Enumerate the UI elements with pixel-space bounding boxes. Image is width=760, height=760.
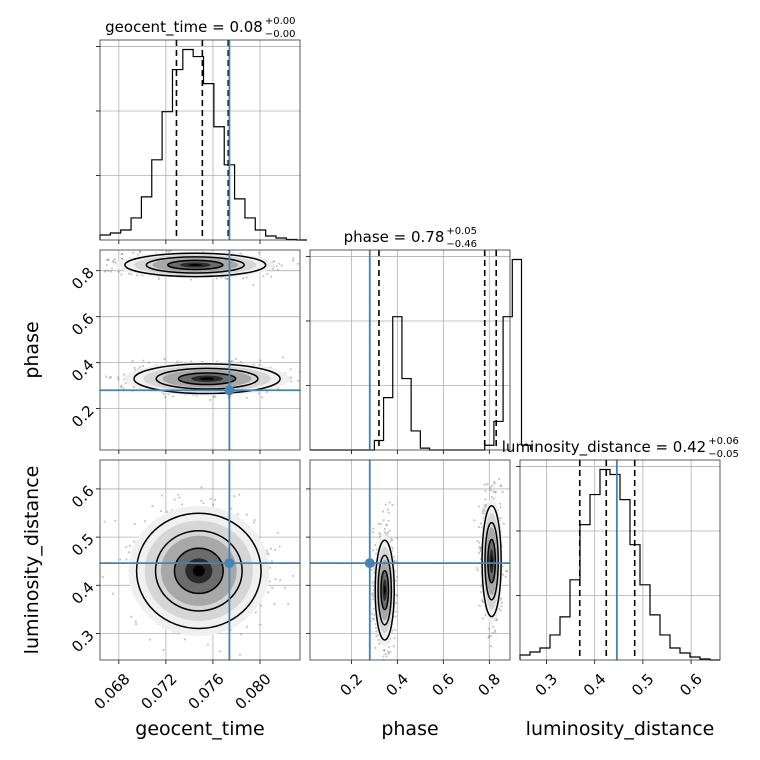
- y-tick-label: 0.6: [68, 310, 98, 340]
- contour-line: [133, 363, 281, 395]
- x-tick-label: 0.068: [90, 670, 133, 713]
- panel-title-plus: +0.06: [708, 436, 739, 447]
- contour-line: [374, 539, 395, 641]
- panel-title-minus: −0.00: [265, 29, 296, 40]
- contour-line: [380, 569, 390, 611]
- y-tick-label: 0.8: [68, 264, 98, 294]
- panel-title-minus: −0.05: [708, 449, 739, 460]
- x-tick-label: 0.4: [383, 670, 413, 700]
- contour-line: [145, 256, 245, 274]
- contour-line: [177, 372, 237, 386]
- contour-line: [155, 367, 259, 390]
- x-axis-label-geocent_time: geocent_time: [135, 718, 264, 740]
- x-tick-label: 0.076: [185, 670, 228, 713]
- panel-frame: [519, 459, 721, 661]
- y-tick-label: 0.4: [68, 356, 98, 386]
- contour-line: [484, 521, 499, 601]
- contour-line: [377, 554, 393, 626]
- contour-line: [135, 512, 262, 630]
- panel-title-plus: +0.00: [265, 16, 296, 27]
- x-axis-label-phase: phase: [381, 718, 438, 740]
- panel-frame: [99, 459, 301, 661]
- y-tick-label: 0.2: [68, 402, 98, 432]
- truth-marker: [224, 385, 235, 396]
- x-axis-label-luminosity_distance: luminosity_distance: [526, 718, 715, 740]
- contour-line: [481, 505, 502, 618]
- y-tick-label: 0.3: [68, 626, 98, 656]
- contour-line: [173, 547, 224, 595]
- histogram-geocent_time: [99, 48, 308, 241]
- histogram-phase: [310, 258, 532, 451]
- y-tick-label: 0.4: [68, 578, 98, 608]
- x-tick-label: 0.8: [474, 670, 504, 700]
- y-tick-label: 0.6: [68, 482, 98, 512]
- x-tick-label: 0.6: [428, 670, 458, 700]
- x-tick-label: 0.080: [232, 670, 275, 713]
- contour-line: [154, 529, 243, 612]
- x-tick-label: 0.072: [138, 670, 181, 713]
- panel-title-phase: phase = 0.78: [344, 228, 445, 246]
- truth-marker: [364, 558, 375, 569]
- truth-marker: [224, 558, 235, 569]
- contour-line: [487, 538, 497, 584]
- y-axis-label-luminosity_distance: luminosity_distance: [21, 466, 43, 655]
- x-tick-label: 0.4: [580, 670, 610, 700]
- histogram-luminosity_distance: [519, 468, 720, 661]
- density-geocent_time-luminosity_distance: [100, 486, 295, 656]
- panel-title-geocent_time: geocent_time = 0.08: [105, 18, 263, 37]
- density-phase-luminosity_distance: [367, 477, 509, 660]
- panel-frame: [99, 249, 301, 451]
- panel-title-minus: −0.46: [446, 239, 477, 250]
- panel-title-plus: +0.05: [446, 226, 477, 237]
- x-tick-label: 0.2: [337, 670, 367, 700]
- y-tick-label: 0.5: [68, 530, 98, 560]
- panel-frame: [309, 459, 511, 661]
- panel-title-luminosity_distance: luminosity_distance = 0.42: [502, 438, 706, 457]
- x-tick-label: 0.5: [628, 670, 658, 700]
- contour-line: [167, 259, 224, 271]
- x-tick-label: 0.3: [532, 670, 562, 700]
- panel-frame: [99, 39, 301, 241]
- contour-line: [124, 252, 267, 278]
- y-axis-label-phase: phase: [21, 321, 43, 378]
- x-tick-label: 0.6: [676, 670, 706, 700]
- panel-frame: [309, 249, 511, 451]
